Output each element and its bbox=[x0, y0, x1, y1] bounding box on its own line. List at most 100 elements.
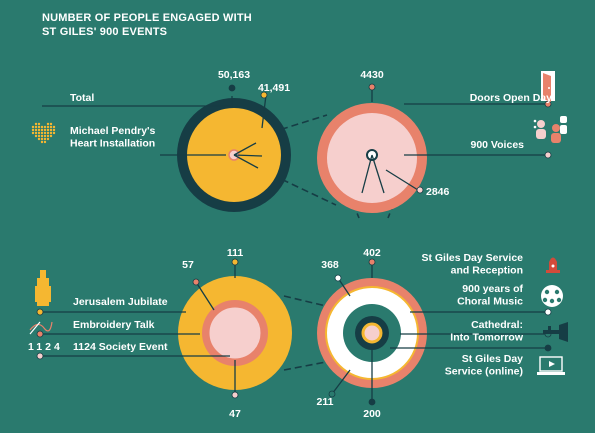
organ-icon bbox=[35, 270, 51, 306]
spoke-line bbox=[371, 154, 385, 194]
label-doors-open-day: Doors Open Day bbox=[470, 92, 552, 104]
value-st-giles-day-service-and-reception: 402 bbox=[363, 247, 381, 259]
laptop-icon bbox=[537, 356, 565, 375]
bell-icon bbox=[546, 257, 560, 273]
connector-line bbox=[283, 361, 327, 371]
heart-dot bbox=[49, 131, 53, 135]
heart-dot bbox=[40, 125, 44, 129]
leader-dot bbox=[36, 308, 44, 316]
heart-dot bbox=[37, 137, 41, 141]
choir-icon bbox=[541, 285, 563, 307]
leader-dot bbox=[328, 390, 336, 398]
value-st-giles-day-service-online: 200 bbox=[363, 408, 381, 420]
heart-dot bbox=[43, 128, 47, 132]
1124-icon: 1124 bbox=[28, 341, 63, 353]
spoke-line bbox=[233, 154, 263, 157]
heart-dot bbox=[46, 128, 50, 132]
leader-dot bbox=[368, 83, 376, 91]
singers-icon bbox=[533, 116, 567, 143]
bell-base bbox=[546, 270, 560, 273]
heart-dot bbox=[34, 122, 38, 126]
laptop-screen bbox=[539, 356, 563, 372]
heart-dot bbox=[43, 134, 47, 138]
bubble-inner-ring bbox=[361, 322, 383, 344]
label-embroidery-talk: Embroidery Talk bbox=[73, 319, 155, 331]
trumpet-tube bbox=[543, 330, 559, 334]
value-1124-society-event: 47 bbox=[229, 408, 241, 420]
society-number: 1124 bbox=[28, 341, 63, 353]
choir-badge bbox=[541, 285, 563, 307]
leader-dot bbox=[544, 151, 552, 159]
label-900-years-of-choral-music-line-2: Choral Music bbox=[457, 296, 523, 308]
label-900-voices: 900 Voices bbox=[470, 139, 524, 151]
value-michael-pendry-s-heart-installation: 41,491 bbox=[258, 82, 290, 94]
label-michael-pendry-s-heart-installation-line-1: Michael Pendry's bbox=[70, 125, 156, 137]
singer-head bbox=[537, 120, 545, 128]
organ-pipe bbox=[37, 278, 49, 306]
heart-dot bbox=[52, 125, 56, 129]
heart-dot bbox=[37, 134, 41, 138]
heart-dot bbox=[52, 128, 56, 132]
leader-dot bbox=[334, 274, 342, 282]
laptop-play bbox=[549, 361, 555, 367]
laptop-base bbox=[537, 372, 565, 375]
label-st-giles-day-service-online-line-2: Service (online) bbox=[445, 366, 523, 378]
chart-title-line-2: ST GILES' 900 EVENTS bbox=[42, 26, 167, 38]
bell-body bbox=[549, 257, 557, 271]
spoke-line bbox=[361, 154, 373, 194]
heart-dot bbox=[34, 131, 38, 135]
door-icon bbox=[541, 71, 555, 102]
singer-body bbox=[536, 129, 546, 139]
leader-line bbox=[42, 96, 233, 107]
heart-dot bbox=[37, 122, 41, 126]
leader-dot bbox=[231, 391, 239, 399]
heart-dot bbox=[31, 125, 35, 129]
needle-icon bbox=[29, 321, 53, 335]
trumpet-valve bbox=[548, 326, 551, 330]
leader-dot bbox=[192, 278, 200, 286]
heart-dot bbox=[46, 122, 50, 126]
needle-shaft bbox=[29, 321, 41, 335]
connector-line bbox=[283, 295, 327, 307]
choir-face bbox=[556, 297, 562, 303]
heart-dot bbox=[49, 128, 53, 132]
label-total: Total bbox=[70, 92, 94, 104]
heart-dot bbox=[34, 128, 38, 132]
leader-dot bbox=[368, 258, 376, 266]
label-jerusalem-jubilate: Jerusalem Jubilate bbox=[73, 296, 168, 308]
needle-thread bbox=[29, 321, 53, 332]
heart-icon bbox=[31, 122, 56, 144]
trumpet-bell bbox=[559, 322, 568, 342]
leader-dot bbox=[228, 84, 236, 92]
organ-pipe bbox=[48, 286, 51, 302]
value-cathedral-into-tomorrow: 211 bbox=[317, 396, 334, 408]
heart-dot bbox=[52, 131, 56, 135]
heart-dot bbox=[31, 128, 35, 132]
event-icons: 1124 bbox=[28, 71, 568, 375]
leader-line bbox=[385, 169, 419, 191]
heart-dot bbox=[37, 125, 41, 129]
heart-dot bbox=[46, 137, 50, 141]
label-cathedral-into-tomorrow-line-2: Into Tomorrow bbox=[450, 332, 524, 344]
label-cathedral-into-tomorrow-line-1: Cathedral: bbox=[471, 319, 523, 331]
bubble-1124-society-event bbox=[208, 306, 262, 360]
leader-lines bbox=[36, 83, 552, 406]
label-1124-society-event: 1124 Society Event bbox=[73, 341, 168, 353]
heart-dot bbox=[40, 128, 44, 132]
value-900-voices: 2846 bbox=[426, 186, 450, 198]
singer-body bbox=[551, 133, 561, 143]
heart-dot bbox=[46, 131, 50, 135]
value-embroidery-talk: 57 bbox=[182, 259, 194, 271]
choir-face bbox=[554, 289, 560, 295]
label-st-giles-day-service-and-reception-line-1: St Giles Day Service bbox=[421, 252, 523, 264]
heart-dot bbox=[43, 131, 47, 135]
choir-face bbox=[549, 298, 555, 304]
heart-dot bbox=[34, 125, 38, 129]
leader-dot bbox=[260, 91, 268, 99]
heart-dot bbox=[34, 134, 38, 138]
chart-title-line-1: NUMBER OF PEOPLE ENGAGED WITH bbox=[42, 12, 252, 24]
leader-dot bbox=[36, 352, 44, 360]
heart-dot bbox=[31, 131, 35, 135]
leader-dot bbox=[231, 258, 239, 266]
